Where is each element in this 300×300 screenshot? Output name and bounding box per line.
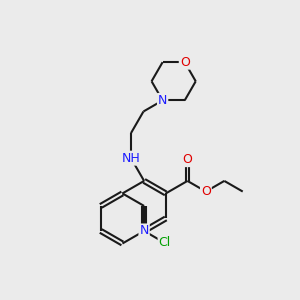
Text: NH: NH bbox=[122, 152, 140, 165]
Text: O: O bbox=[201, 185, 211, 198]
Text: Cl: Cl bbox=[159, 236, 171, 249]
Text: N: N bbox=[158, 94, 167, 107]
Text: O: O bbox=[182, 153, 192, 166]
Text: N: N bbox=[140, 224, 149, 238]
Text: O: O bbox=[180, 56, 190, 69]
